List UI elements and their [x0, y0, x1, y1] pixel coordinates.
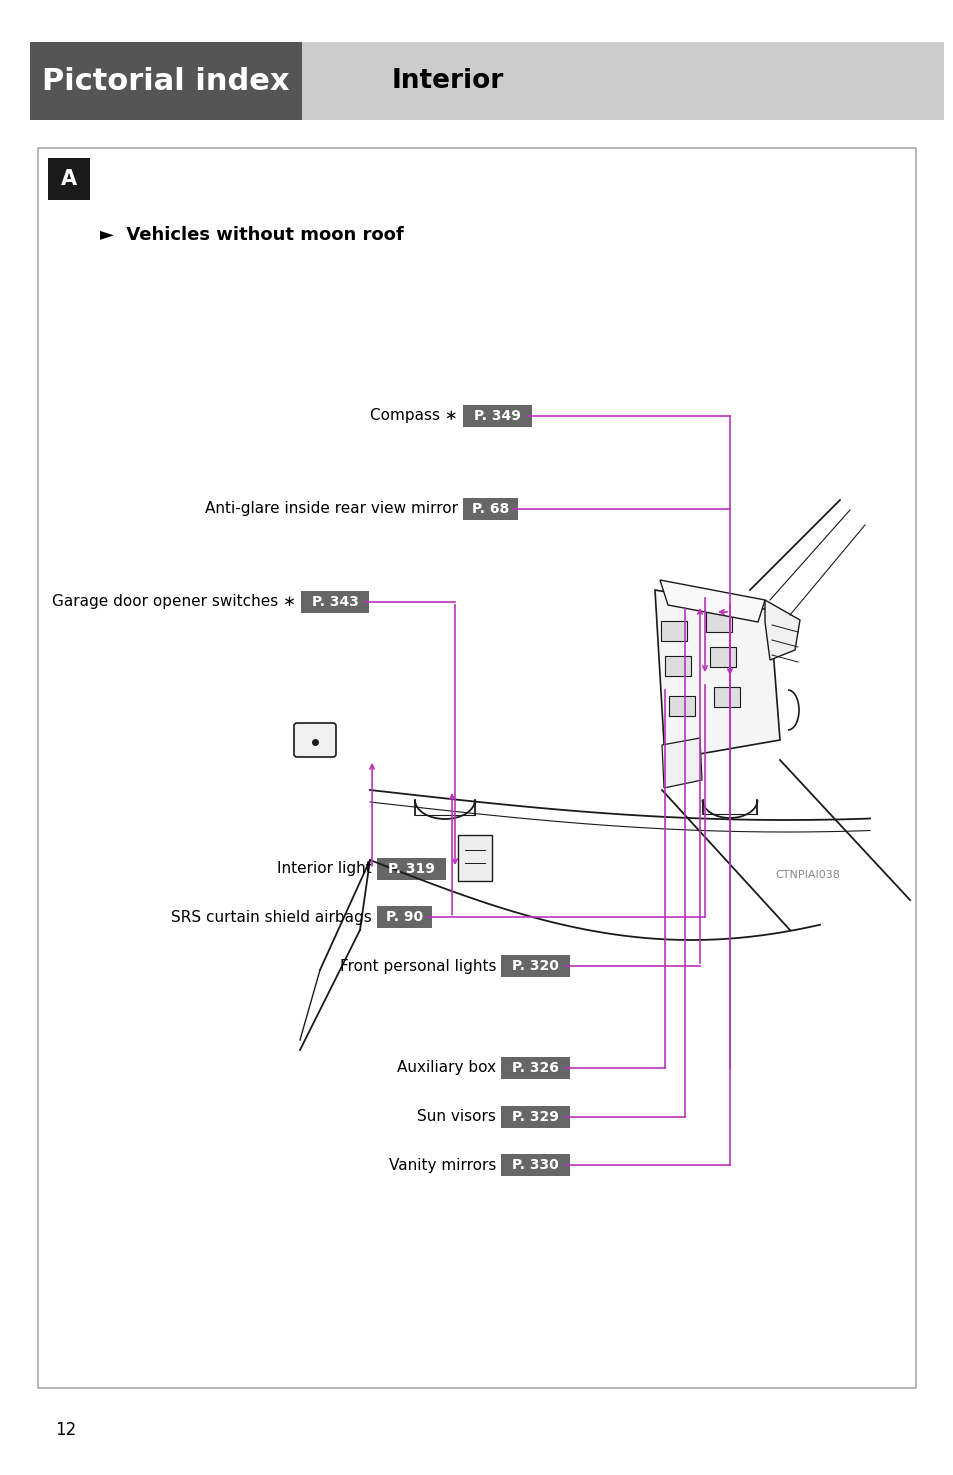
Text: A: A	[61, 170, 77, 189]
FancyBboxPatch shape	[713, 687, 740, 707]
FancyBboxPatch shape	[294, 723, 335, 757]
Text: Vanity mirrors: Vanity mirrors	[388, 1158, 496, 1173]
Text: Anti-glare inside rear view mirror: Anti-glare inside rear view mirror	[205, 502, 457, 516]
FancyBboxPatch shape	[500, 1058, 569, 1078]
FancyBboxPatch shape	[709, 648, 735, 667]
Text: P. 343: P. 343	[312, 594, 358, 609]
FancyBboxPatch shape	[300, 591, 369, 612]
Text: Sun visors: Sun visors	[416, 1109, 496, 1124]
Text: Auxiliary box: Auxiliary box	[396, 1061, 496, 1075]
FancyBboxPatch shape	[462, 499, 517, 519]
Text: Compass ∗: Compass ∗	[370, 409, 457, 423]
FancyBboxPatch shape	[376, 907, 432, 928]
Text: P. 326: P. 326	[512, 1061, 558, 1075]
Text: P. 320: P. 320	[512, 959, 558, 974]
Polygon shape	[661, 738, 701, 788]
Text: Garage door opener switches ∗: Garage door opener switches ∗	[51, 594, 295, 609]
Text: Interior light: Interior light	[277, 861, 372, 876]
FancyBboxPatch shape	[660, 621, 687, 642]
Text: Interior: Interior	[392, 68, 504, 94]
Text: P. 330: P. 330	[512, 1158, 558, 1173]
FancyBboxPatch shape	[38, 148, 915, 1388]
Text: SRS curtain shield airbags: SRS curtain shield airbags	[172, 910, 372, 925]
Text: ►  Vehicles without moon roof: ► Vehicles without moon roof	[100, 226, 403, 243]
FancyBboxPatch shape	[48, 158, 90, 201]
FancyBboxPatch shape	[462, 406, 531, 426]
FancyBboxPatch shape	[376, 858, 445, 879]
Text: P. 90: P. 90	[386, 910, 423, 925]
Polygon shape	[764, 600, 800, 659]
FancyBboxPatch shape	[302, 41, 943, 119]
FancyBboxPatch shape	[668, 696, 695, 715]
Text: 12: 12	[55, 1420, 76, 1440]
Text: Pictorial index: Pictorial index	[42, 66, 290, 96]
Text: P. 68: P. 68	[472, 502, 509, 516]
FancyBboxPatch shape	[706, 612, 732, 631]
Text: P. 319: P. 319	[388, 861, 435, 876]
FancyBboxPatch shape	[500, 956, 569, 976]
Text: P. 349: P. 349	[474, 409, 520, 423]
FancyBboxPatch shape	[500, 1155, 569, 1176]
Text: P. 329: P. 329	[512, 1109, 558, 1124]
Text: Front personal lights: Front personal lights	[339, 959, 496, 974]
Polygon shape	[659, 580, 764, 622]
FancyBboxPatch shape	[500, 1106, 569, 1127]
FancyBboxPatch shape	[30, 41, 302, 119]
Text: CTNPIAI038: CTNPIAI038	[774, 870, 840, 881]
FancyBboxPatch shape	[457, 835, 492, 881]
Polygon shape	[655, 590, 780, 760]
FancyBboxPatch shape	[664, 656, 690, 676]
